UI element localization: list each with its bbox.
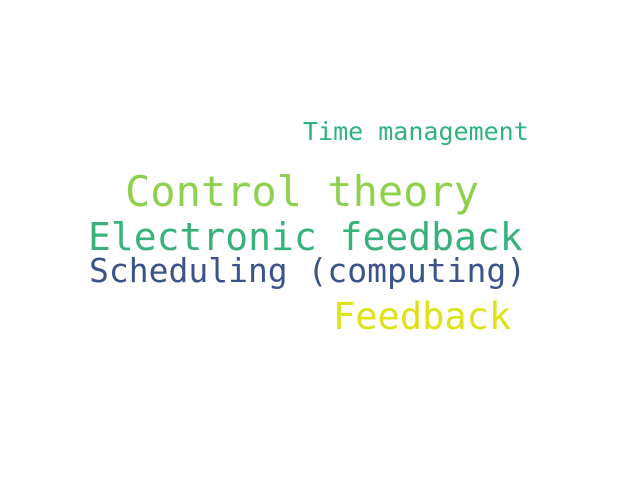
word-electronic-feedback: Electronic feedback bbox=[88, 215, 523, 259]
word-feedback: Feedback bbox=[333, 295, 512, 338]
word-time-management: Time management bbox=[303, 117, 529, 146]
word-scheduling-computing: Scheduling (computing) bbox=[89, 251, 527, 290]
word-control-theory: Control theory bbox=[125, 167, 480, 216]
